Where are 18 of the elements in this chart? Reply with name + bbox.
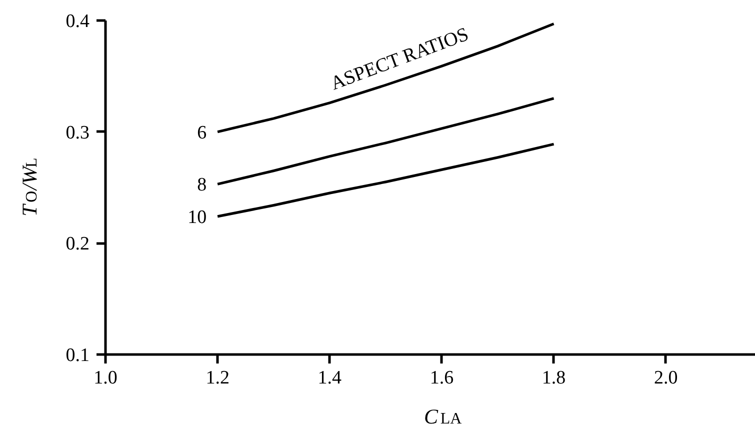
- y-tick-label: 0.1: [66, 345, 90, 366]
- y-axis-title: TO/WL: [18, 158, 42, 216]
- line-series: [216, 22, 556, 134]
- x-tick-label: 1.8: [542, 368, 566, 388]
- x-tick-label: 1.4: [318, 368, 342, 388]
- y-tick-label: 0.3: [66, 122, 90, 144]
- line-series: [216, 97, 556, 186]
- series-label: 6: [197, 122, 207, 144]
- y-tick-label: 0.2: [66, 234, 90, 255]
- x-tick-label: 1.2: [206, 368, 230, 388]
- line-series: [216, 142, 556, 218]
- series-label: 10: [188, 206, 207, 228]
- x-tick-label: 1.6: [430, 368, 454, 388]
- y-tick-label: 0.4: [66, 11, 90, 32]
- series-label: 8: [197, 174, 207, 196]
- x-tick-label: 2.0: [654, 368, 678, 388]
- x-axis-title: CLA: [424, 404, 462, 428]
- x-tick-label: 1.0: [94, 368, 118, 388]
